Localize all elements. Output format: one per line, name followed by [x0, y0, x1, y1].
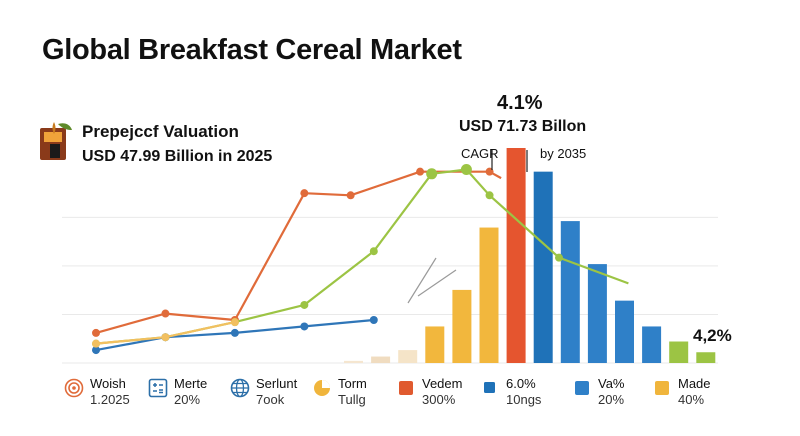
series-point [230, 328, 239, 337]
series-point [300, 300, 309, 309]
legend-name: Vedem [422, 376, 463, 391]
bar [425, 326, 445, 363]
legend-name: Torm [338, 376, 367, 391]
cereal-box-icon [40, 122, 72, 160]
series-point [92, 346, 100, 355]
bar [398, 350, 418, 363]
series-point [369, 316, 378, 324]
legend-sub: 10ngs [506, 392, 542, 407]
valuation-title: Prepejccf Valuation [82, 122, 239, 141]
series-point [555, 253, 563, 262]
globe-icon [230, 378, 250, 398]
bar [696, 352, 716, 363]
valuation-box: Prepejccf Valuation USD 47.99 Billion in… [38, 120, 298, 170]
legend-name: 6.0% [506, 376, 536, 391]
bar [506, 148, 526, 363]
series-point [300, 322, 309, 331]
series-line [95, 170, 502, 334]
square-icon [655, 381, 669, 395]
series-point [346, 191, 355, 200]
bar [560, 221, 580, 363]
legend-sub: 20% [174, 392, 201, 407]
line-group [92, 164, 629, 355]
cagr-tick [491, 150, 528, 172]
series-point [230, 318, 239, 327]
peak-percent: 4.1% [497, 92, 543, 114]
circle-icon [314, 380, 330, 396]
bar-group [344, 148, 716, 363]
legend-sub: 300% [422, 392, 456, 407]
valuation-amount: USD 47.99 Billion in 2025 [82, 148, 273, 165]
pointer-line [407, 257, 457, 304]
pointer-marks [407, 150, 528, 304]
legend-name: Merte [174, 376, 208, 391]
by-year-label: by 2035 [540, 146, 587, 161]
series-point [416, 167, 425, 176]
chart-title: Global Breakfast Cereal Market [42, 34, 462, 66]
series-point [426, 168, 438, 180]
series-point [460, 164, 472, 175]
spiral-icon [64, 378, 84, 398]
series-point [485, 191, 494, 200]
calculator-icon [148, 378, 168, 398]
square-icon [399, 381, 413, 395]
series-point [300, 189, 309, 198]
series-point [92, 339, 100, 348]
bar [587, 264, 607, 363]
bar [344, 360, 363, 363]
legend: Woish 1.2025 Merte 20% Serlunt 7ook Torm… [0, 374, 800, 414]
legend-sub: 7ook [256, 392, 285, 407]
end-percent-label: 4,2% [693, 326, 732, 345]
bar [615, 300, 634, 363]
series-point [92, 328, 100, 337]
bar [642, 326, 662, 363]
bar [371, 356, 391, 363]
legend-name: Serlunt [256, 376, 298, 391]
legend-name: Made [678, 376, 711, 391]
legend-sub: 40% [678, 392, 705, 407]
legend-sub: 1.2025 [90, 392, 130, 407]
bar [669, 341, 689, 363]
square-icon [575, 381, 589, 395]
legend-sub: Tullg [338, 392, 366, 407]
series-point [369, 247, 378, 256]
legend-name: Woish [90, 376, 126, 391]
series-point [161, 309, 170, 318]
bar [452, 289, 472, 363]
legend-name: Va% [598, 376, 625, 391]
cagr-label: CAGR [461, 146, 499, 161]
square-icon [484, 382, 495, 393]
bar [479, 227, 499, 363]
legend-sub: 20% [598, 392, 625, 407]
series-point [161, 333, 170, 342]
bar [533, 171, 553, 363]
peak-value: USD 71.73 Billon [459, 118, 587, 135]
